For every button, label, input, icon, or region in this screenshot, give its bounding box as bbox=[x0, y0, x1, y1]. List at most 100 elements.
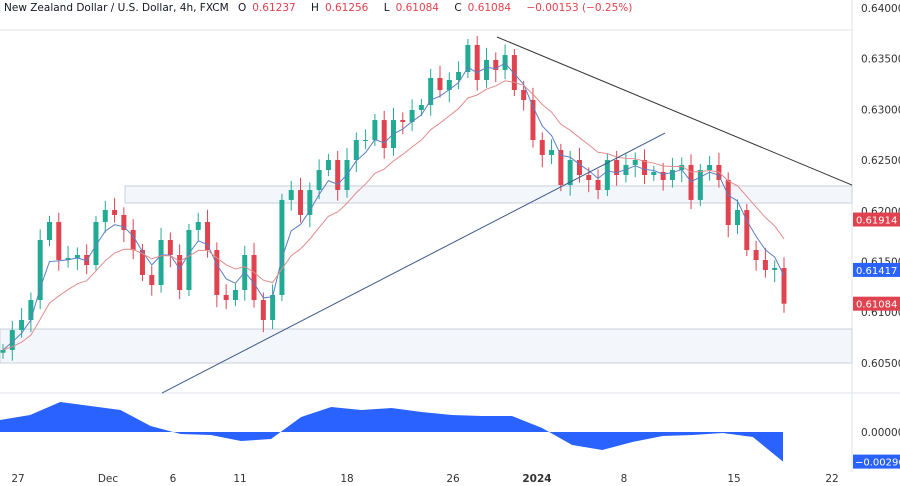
candle bbox=[242, 245, 248, 301]
price-tick-label: 0.60500 bbox=[861, 358, 900, 370]
candle-body bbox=[288, 190, 294, 200]
support-resistance-zone bbox=[124, 185, 853, 204]
candle-body bbox=[149, 274, 155, 286]
candle bbox=[130, 219, 136, 260]
candle-body bbox=[632, 159, 638, 165]
candle bbox=[716, 152, 722, 188]
candle bbox=[744, 203, 750, 257]
candle bbox=[735, 199, 741, 235]
candle bbox=[232, 283, 238, 307]
price-tag bbox=[853, 212, 900, 227]
price-tag bbox=[853, 296, 900, 311]
candle-body bbox=[335, 159, 341, 191]
candle-body bbox=[530, 99, 536, 141]
candle bbox=[260, 292, 266, 333]
candle bbox=[632, 152, 638, 178]
candle bbox=[502, 44, 508, 80]
candle-body bbox=[558, 149, 564, 186]
candle-body bbox=[260, 300, 266, 321]
candle bbox=[307, 182, 313, 228]
candle-body bbox=[93, 221, 99, 266]
candle bbox=[93, 215, 99, 272]
candle-body bbox=[223, 294, 229, 301]
candle-body bbox=[37, 240, 43, 301]
candle bbox=[298, 177, 304, 223]
candle-body bbox=[669, 170, 675, 180]
candle bbox=[316, 159, 322, 200]
descending-trendline bbox=[496, 36, 853, 186]
candle-body bbox=[586, 175, 592, 180]
candle bbox=[391, 107, 396, 156]
candle-body bbox=[186, 229, 192, 290]
candle bbox=[37, 229, 43, 310]
price-tag-label: 0.61914 bbox=[856, 216, 897, 227]
price-change: −0.00153 (−0.25%) bbox=[526, 2, 633, 14]
candle bbox=[418, 98, 424, 117]
time-tick-label: 2024 bbox=[522, 473, 551, 485]
candle-body bbox=[19, 320, 25, 331]
candle bbox=[474, 35, 480, 91]
ascending-trendline bbox=[161, 132, 666, 394]
candle bbox=[428, 68, 434, 116]
candle-body bbox=[0, 350, 6, 353]
candle bbox=[214, 242, 220, 308]
candle-body bbox=[46, 221, 52, 241]
symbol-title: New Zealand Dollar / U.S. Dollar, 4h, FX… bbox=[4, 2, 229, 14]
ohlc-low: L 0.61084 bbox=[383, 2, 439, 14]
candle-body bbox=[604, 159, 610, 191]
slow-moving-average bbox=[2, 80, 785, 351]
candle bbox=[762, 247, 768, 278]
candle bbox=[660, 162, 666, 191]
candle-body bbox=[65, 257, 71, 260]
candle-body bbox=[446, 79, 452, 91]
candle bbox=[325, 153, 331, 177]
support-resistance-zone bbox=[0, 328, 853, 364]
candle-body bbox=[372, 120, 378, 141]
time-tick-label: 22 bbox=[825, 473, 838, 485]
candle bbox=[28, 292, 34, 333]
candle bbox=[456, 61, 462, 90]
candle-body bbox=[493, 60, 499, 70]
candle-body bbox=[614, 159, 620, 176]
candle bbox=[56, 212, 62, 271]
candle-body bbox=[232, 289, 238, 301]
candle-body bbox=[549, 149, 555, 156]
candle bbox=[753, 240, 759, 271]
oscillator-value-tag bbox=[853, 454, 900, 469]
candle-body bbox=[325, 159, 331, 171]
candle bbox=[353, 132, 359, 173]
candle-body bbox=[735, 209, 741, 225]
candle bbox=[149, 265, 155, 296]
candle-body bbox=[465, 45, 471, 72]
candle-body bbox=[697, 170, 703, 200]
candle-body bbox=[9, 330, 15, 351]
candle bbox=[167, 232, 173, 268]
candle bbox=[223, 284, 229, 310]
candle-body bbox=[483, 60, 489, 80]
candle bbox=[0, 343, 6, 359]
candle bbox=[335, 150, 341, 201]
candle-body bbox=[539, 140, 545, 156]
candle-body bbox=[121, 214, 127, 230]
ohlc-close: C 0.61084 bbox=[454, 2, 512, 14]
candle-body bbox=[381, 120, 387, 149]
price-tag-label: 0.61084 bbox=[856, 300, 897, 311]
candle bbox=[530, 87, 536, 148]
time-tick-label: 8 bbox=[621, 473, 628, 485]
candle bbox=[772, 260, 778, 283]
candle-body bbox=[437, 77, 443, 91]
time-tick-label: 6 bbox=[170, 473, 177, 485]
candle-body bbox=[688, 164, 694, 200]
candle bbox=[781, 257, 787, 313]
time-tick-label: 26 bbox=[446, 473, 460, 485]
time-tick-label: 15 bbox=[727, 473, 740, 485]
candle bbox=[251, 242, 257, 308]
fast-moving-average bbox=[2, 62, 785, 351]
chart-legend: New Zealand Dollar / U.S. Dollar, 4h, FX… bbox=[4, 2, 638, 14]
candle-body bbox=[112, 209, 118, 215]
candle bbox=[102, 200, 108, 233]
candle bbox=[177, 244, 183, 300]
candle bbox=[158, 227, 164, 293]
